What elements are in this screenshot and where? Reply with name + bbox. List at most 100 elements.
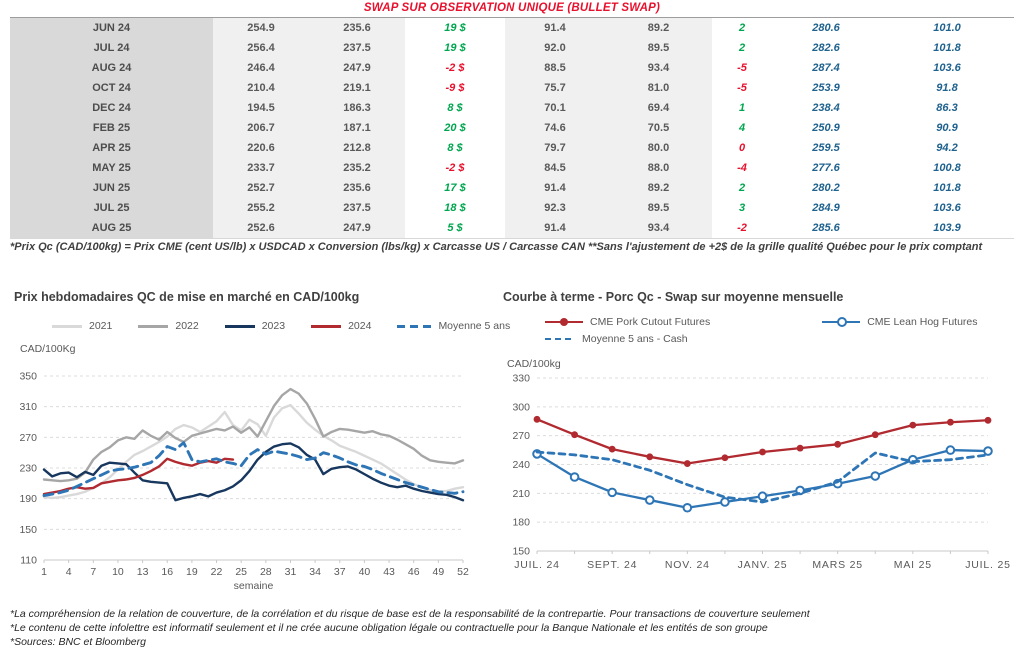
svg-text:40: 40 xyxy=(359,566,371,578)
table-cell-v1: 246.4 xyxy=(213,58,309,78)
table-cell-b1: 285.6 xyxy=(772,218,880,238)
table-cell-d1: 8 $ xyxy=(405,98,505,118)
table-cell-v4: 70.5 xyxy=(605,118,712,138)
svg-text:7: 7 xyxy=(90,566,96,578)
table-cell-d2: -4 xyxy=(712,158,772,178)
table-cell-month: OCT 24 xyxy=(10,78,213,98)
table-cell-v4: 80.0 xyxy=(605,138,712,158)
table-cell-month: FEB 25 xyxy=(10,118,213,138)
table-cell-b2: 86.3 xyxy=(880,98,1014,118)
table-cell-d2: 2 xyxy=(712,18,772,38)
table-cell-b2: 100.8 xyxy=(880,158,1014,178)
dashed-line-swatch-icon xyxy=(545,338,575,340)
table-cell-d2: 2 xyxy=(712,38,772,58)
table-row: FEB 25 206.7 187.1 20 $74.6 70.5 4 250.9 90.9 xyxy=(10,118,1014,138)
table-row: JUN 25 252.7 235.6 17 $91.4 89.2 2 280.2 101.8 xyxy=(10,178,1014,198)
legend-item-moyenne-cash: Moyenne 5 ans - Cash xyxy=(545,333,688,345)
table-cell-v2: 187.1 xyxy=(309,118,405,138)
right-chart-legend-row1: CME Pork Cutout Futures CME Lean Hog Fut… xyxy=(545,316,978,328)
table-cell-d1: -2 $ xyxy=(405,158,505,178)
left-chart: 110 150 190 230 270 310 350 1 4 7 10 13 16 19 22 25 28 31… xyxy=(19,371,469,593)
table-cell-v1: 233.7 xyxy=(213,158,309,178)
svg-text:4: 4 xyxy=(66,566,72,578)
table-cell-b2: 103.6 xyxy=(880,58,1014,78)
right-chart-title: Courbe à terme - Porc Qc - Swap sur moye… xyxy=(503,290,844,304)
svg-text:SEPT. 24: SEPT. 24 xyxy=(587,559,637,571)
table-cell-v4: 89.5 xyxy=(605,38,712,58)
table-cell-v4: 81.0 xyxy=(605,78,712,98)
table-cell-v1: 254.9 xyxy=(213,18,309,38)
table-cell-b1: 238.4 xyxy=(772,98,880,118)
table-cell-d2: -2 xyxy=(712,218,772,238)
table-cell-d2: 3 xyxy=(712,198,772,218)
legend-item-2023: 2023 xyxy=(224,320,286,332)
legend-item-pork-cutout: CME Pork Cutout Futures xyxy=(545,316,710,328)
table-row: JUL 25 255.2 237.5 18 $92.3 89.5 3 284.9 103.6 xyxy=(10,198,1014,218)
table-cell-month: JUN 25 xyxy=(10,178,213,198)
table-cell-month: AUG 25 xyxy=(10,218,213,238)
table-cell-b1: 253.9 xyxy=(772,78,880,98)
legend-item-lean-hog: CME Lean Hog Futures xyxy=(822,316,978,328)
svg-text:37: 37 xyxy=(334,566,346,578)
footer-notes: *La compréhension de la relation de couv… xyxy=(10,607,1016,649)
legend-item-2024: 2024 xyxy=(311,320,371,332)
table-cell-b1: 284.9 xyxy=(772,198,880,218)
table-cell-b2: 91.8 xyxy=(880,78,1014,98)
svg-text:310: 310 xyxy=(19,401,37,413)
svg-text:MAI 25: MAI 25 xyxy=(894,559,932,571)
table-cell-d1: 5 $ xyxy=(405,218,505,238)
table-cell-v1: 220.6 xyxy=(213,138,309,158)
table-cell-v1: 252.7 xyxy=(213,178,309,198)
table-cell-d2: 1 xyxy=(712,98,772,118)
table-cell-month: MAY 25 xyxy=(10,158,213,178)
svg-text:MARS 25: MARS 25 xyxy=(812,559,863,571)
left-chart-unit-label: CAD/100Kg xyxy=(20,343,76,355)
table-cell-v2: 186.3 xyxy=(309,98,405,118)
table-cell-v1: 252.6 xyxy=(213,218,309,238)
line-swatch-icon xyxy=(224,324,255,328)
svg-text:JUIL. 25: JUIL. 25 xyxy=(965,559,1011,571)
page-title: SWAP SUR OBSERVATION UNIQUE (BULLET SWAP… xyxy=(363,2,661,14)
table-cell-d1: 19 $ xyxy=(405,38,505,58)
table-cell-d1: 17 $ xyxy=(405,178,505,198)
table-footnote: *Prix Qc (CAD/100kg) = Prix CME (cent US… xyxy=(10,241,983,253)
svg-text:110: 110 xyxy=(20,555,37,567)
svg-text:22: 22 xyxy=(211,566,223,578)
swap-table-body: JUN 24 254.9 235.6 19 $91.4 89.2 2 280.6 101.0 J… xyxy=(10,18,1014,238)
table-cell-v2: 237.5 xyxy=(309,38,405,58)
legend-label: Moyenne 5 ans - Cash xyxy=(582,333,688,345)
dashed-line-swatch-icon xyxy=(397,324,432,328)
table-cell-d1: 8 $ xyxy=(405,138,505,158)
table-cell-v2: 212.8 xyxy=(309,138,405,158)
table-cell-v1: 255.2 xyxy=(213,198,309,218)
table-cell-v4: 89.2 xyxy=(605,18,712,38)
line-swatch-icon xyxy=(52,324,82,328)
right-chart: 150 180 210 240 270 300 330 JUIL. 24 SEPT. 24 NOV… xyxy=(512,373,1011,572)
table-cell-d1: 18 $ xyxy=(405,198,505,218)
svg-text:240: 240 xyxy=(512,459,530,471)
table-cell-v2: 247.9 xyxy=(309,58,405,78)
svg-text:43: 43 xyxy=(383,566,395,578)
left-chart-title: Prix hebdomadaires QC de mise en marché … xyxy=(14,290,360,304)
table-cell-v4: 69.4 xyxy=(605,98,712,118)
right-chart-unit-label: CAD/100kg xyxy=(507,358,561,370)
table-row: JUL 24 256.4 237.5 19 $92.0 89.5 2 282.6 101.8 xyxy=(10,38,1014,58)
table-row: MAY 25 233.7 235.2 -2 $84.5 88.0 -4 277.6 100.8 xyxy=(10,158,1014,178)
legend-label: Moyenne 5 ans xyxy=(438,320,511,332)
table-cell-v3: 91.4 xyxy=(505,178,605,198)
svg-text:19: 19 xyxy=(186,566,198,578)
table-cell-month: JUN 24 xyxy=(10,18,213,38)
table-cell-month: JUL 25 xyxy=(10,198,213,218)
svg-text:150: 150 xyxy=(19,524,37,536)
table-cell-v2: 235.2 xyxy=(309,158,405,178)
legend-label: 2024 xyxy=(348,320,372,332)
table-cell-b2: 103.9 xyxy=(880,218,1014,238)
legend-label: 2023 xyxy=(261,320,286,332)
legend-item-moyenne: Moyenne 5 ans xyxy=(397,320,510,332)
svg-text:330: 330 xyxy=(512,373,530,385)
table-cell-v4: 89.2 xyxy=(605,178,712,198)
table-cell-d2: 0 xyxy=(712,138,772,158)
line-swatch-icon xyxy=(138,324,169,328)
table-cell-d1: 19 $ xyxy=(405,18,505,38)
